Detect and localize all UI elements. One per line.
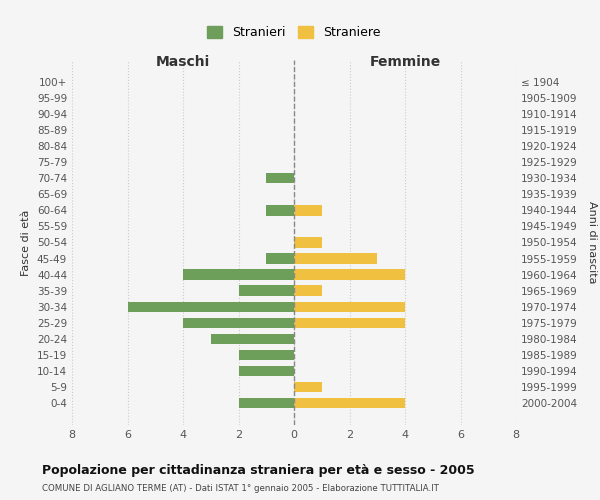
- Bar: [239, 398, 294, 408]
- Y-axis label: Fasce di età: Fasce di età: [22, 210, 31, 276]
- Bar: [183, 318, 294, 328]
- Bar: [294, 238, 322, 248]
- Bar: [211, 334, 294, 344]
- Text: Femmine: Femmine: [370, 55, 440, 69]
- Bar: [183, 270, 294, 280]
- Bar: [239, 350, 294, 360]
- Bar: [294, 254, 377, 264]
- Bar: [128, 302, 294, 312]
- Bar: [266, 205, 294, 216]
- Bar: [294, 398, 405, 408]
- Bar: [294, 205, 322, 216]
- Text: COMUNE DI AGLIANO TERME (AT) - Dati ISTAT 1° gennaio 2005 - Elaborazione TUTTITA: COMUNE DI AGLIANO TERME (AT) - Dati ISTA…: [42, 484, 439, 493]
- Bar: [239, 366, 294, 376]
- Bar: [294, 318, 405, 328]
- Bar: [294, 286, 322, 296]
- Bar: [294, 382, 322, 392]
- Bar: [266, 173, 294, 184]
- Y-axis label: Anni di nascita: Anni di nascita: [587, 201, 597, 284]
- Text: Popolazione per cittadinanza straniera per età e sesso - 2005: Popolazione per cittadinanza straniera p…: [42, 464, 475, 477]
- Bar: [294, 270, 405, 280]
- Text: Maschi: Maschi: [156, 55, 210, 69]
- Bar: [266, 254, 294, 264]
- Legend: Stranieri, Straniere: Stranieri, Straniere: [203, 22, 385, 43]
- Bar: [239, 286, 294, 296]
- Bar: [294, 302, 405, 312]
